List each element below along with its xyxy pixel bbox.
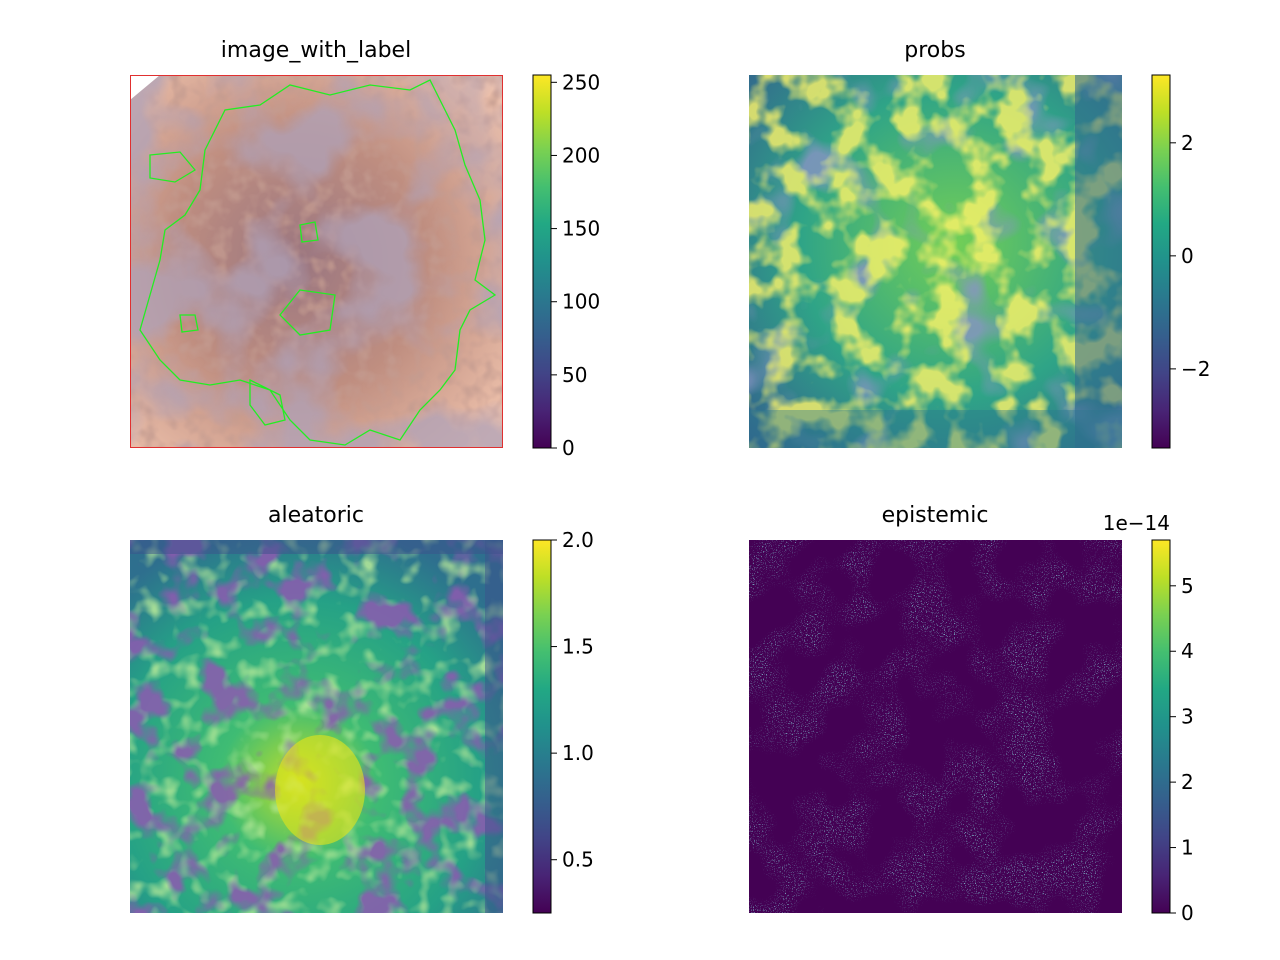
colorbar-tick-label: 2 bbox=[1181, 131, 1194, 155]
panel-epistemic: epistemic bbox=[749, 503, 1122, 913]
heatmap-probs bbox=[749, 75, 1122, 448]
colorbar-2: 2.0 1.5 1.0 0.5 bbox=[532, 528, 594, 914]
colorbar-0: 0 50 100 150 200 250 bbox=[532, 70, 600, 460]
colorbar-1: 2 0 −2 bbox=[1151, 74, 1210, 449]
colorbar-tick-label: 0 bbox=[1181, 244, 1194, 268]
colorbar-tick-label: 2.0 bbox=[562, 528, 594, 552]
colorbar-tick-label: −2 bbox=[1181, 357, 1210, 381]
image-border bbox=[130, 75, 503, 448]
colorbar-3: 5 4 3 2 1 0 1e−14 bbox=[1103, 511, 1194, 925]
colorbar-tick-label: 0.5 bbox=[562, 848, 594, 872]
colorbar-tick-label: 150 bbox=[562, 217, 600, 241]
colorbar-tick-label: 5 bbox=[1181, 574, 1194, 598]
colorbar-tick-label: 50 bbox=[562, 363, 587, 387]
colorbar-tick-label: 1 bbox=[1181, 836, 1194, 860]
panel-title: image_with_label bbox=[221, 38, 411, 63]
colorbar-tick-label: 3 bbox=[1181, 705, 1194, 729]
panel-probs: probs bbox=[749, 38, 1122, 448]
panel-title: epistemic bbox=[882, 503, 989, 528]
lesion-contour bbox=[139, 79, 497, 446]
heatmap-image bbox=[130, 75, 503, 448]
colorbar-tick-label: 2 bbox=[1181, 770, 1194, 794]
colorbar-tick-label: 1.5 bbox=[562, 635, 594, 659]
heatmap-epistemic bbox=[749, 540, 1122, 913]
heatmap-aleatoric bbox=[130, 540, 503, 913]
panel-title: aleatoric bbox=[268, 503, 364, 528]
colorbar-tick-label: 0 bbox=[1181, 901, 1194, 925]
colorbar-tick-label: 4 bbox=[1181, 639, 1194, 663]
colorbar-tick-label: 100 bbox=[562, 290, 600, 314]
panel-image-with-label: image_with_label bbox=[130, 38, 503, 448]
colorbar-tick-label: 250 bbox=[562, 70, 600, 94]
panel-aleatoric: aleatoric bbox=[130, 503, 503, 913]
panel-title: probs bbox=[904, 38, 965, 63]
colorbar-tick-label: 1.0 bbox=[562, 741, 594, 765]
colorbar-tick-label: 200 bbox=[562, 143, 600, 167]
colorbar-tick-label: 0 bbox=[562, 436, 575, 460]
colorbar-offset-text: 1e−14 bbox=[1103, 511, 1170, 535]
